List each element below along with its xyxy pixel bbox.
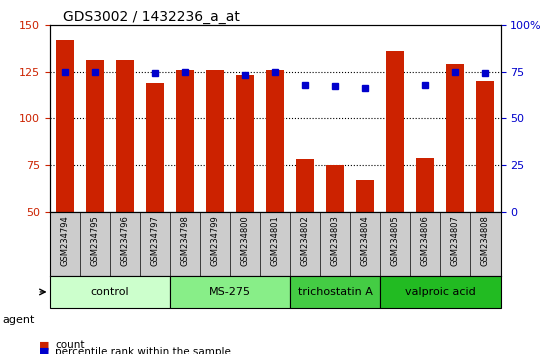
Text: GSM234794: GSM234794 <box>60 215 69 266</box>
Bar <box>86 60 103 212</box>
Bar <box>447 64 464 212</box>
Text: count: count <box>55 340 85 350</box>
Text: trichostatin A: trichostatin A <box>298 287 372 297</box>
Text: agent: agent <box>3 315 35 325</box>
Text: GSM234795: GSM234795 <box>90 215 99 266</box>
Text: GSM234802: GSM234802 <box>300 215 310 266</box>
Bar <box>116 60 134 212</box>
Text: GSM234808: GSM234808 <box>481 215 490 266</box>
Text: GSM234801: GSM234801 <box>271 215 279 266</box>
Bar <box>386 51 404 212</box>
Bar <box>296 159 314 212</box>
Bar <box>476 81 494 212</box>
FancyBboxPatch shape <box>50 276 170 308</box>
Text: GSM234799: GSM234799 <box>210 215 219 266</box>
Bar <box>236 75 254 212</box>
Bar <box>356 180 374 212</box>
Text: GSM234804: GSM234804 <box>361 215 370 266</box>
Text: MS-275: MS-275 <box>209 287 251 297</box>
Bar <box>146 83 164 212</box>
Bar <box>416 158 435 212</box>
Text: GSM234807: GSM234807 <box>451 215 460 266</box>
Text: GDS3002 / 1432236_a_at: GDS3002 / 1432236_a_at <box>63 10 240 24</box>
Text: GSM234805: GSM234805 <box>390 215 400 266</box>
Bar <box>176 70 194 212</box>
Text: percentile rank within the sample: percentile rank within the sample <box>55 347 231 354</box>
Bar <box>56 40 74 212</box>
Text: GSM234798: GSM234798 <box>180 215 189 266</box>
FancyBboxPatch shape <box>380 276 500 308</box>
Text: control: control <box>90 287 129 297</box>
Text: GSM234797: GSM234797 <box>150 215 159 266</box>
Bar <box>206 70 224 212</box>
FancyBboxPatch shape <box>170 276 290 308</box>
Text: ■: ■ <box>39 347 49 354</box>
Text: GSM234803: GSM234803 <box>331 215 340 266</box>
Text: valproic acid: valproic acid <box>405 287 476 297</box>
Text: ■: ■ <box>39 340 49 350</box>
Text: GSM234796: GSM234796 <box>120 215 129 266</box>
Bar <box>326 165 344 212</box>
Text: GSM234806: GSM234806 <box>421 215 430 266</box>
Bar <box>266 70 284 212</box>
Text: GSM234800: GSM234800 <box>240 215 250 266</box>
FancyBboxPatch shape <box>290 276 380 308</box>
